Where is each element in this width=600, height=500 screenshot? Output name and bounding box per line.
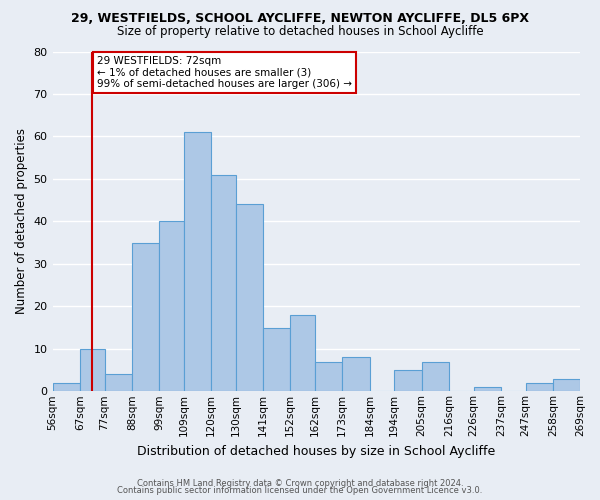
Bar (263, 328, 290, 392)
Bar (526, 383, 553, 392)
Bar (553, 378, 580, 392)
Text: 29 WESTFIELDS: 72sqm
← 1% of detached houses are smaller (3)
99% of semi-detache: 29 WESTFIELDS: 72sqm ← 1% of detached ho… (97, 56, 352, 89)
Text: Contains HM Land Registry data © Crown copyright and database right 2024.: Contains HM Land Registry data © Crown c… (137, 478, 463, 488)
Bar (342, 358, 370, 392)
Bar (315, 362, 342, 392)
Text: Contains public sector information licensed under the Open Government Licence v3: Contains public sector information licen… (118, 486, 482, 495)
Bar (236, 204, 263, 392)
Bar (473, 387, 501, 392)
Bar (211, 174, 236, 392)
Bar (53, 383, 80, 392)
Bar (290, 315, 315, 392)
Bar (394, 370, 422, 392)
Bar (104, 374, 132, 392)
Bar (422, 362, 449, 392)
Text: Size of property relative to detached houses in School Aycliffe: Size of property relative to detached ho… (116, 25, 484, 38)
Y-axis label: Number of detached properties: Number of detached properties (15, 128, 28, 314)
Bar (184, 132, 211, 392)
Bar (80, 349, 104, 392)
Bar (132, 242, 159, 392)
X-axis label: Distribution of detached houses by size in School Aycliffe: Distribution of detached houses by size … (137, 444, 496, 458)
Text: 29, WESTFIELDS, SCHOOL AYCLIFFE, NEWTON AYCLIFFE, DL5 6PX: 29, WESTFIELDS, SCHOOL AYCLIFFE, NEWTON … (71, 12, 529, 26)
Bar (159, 222, 184, 392)
